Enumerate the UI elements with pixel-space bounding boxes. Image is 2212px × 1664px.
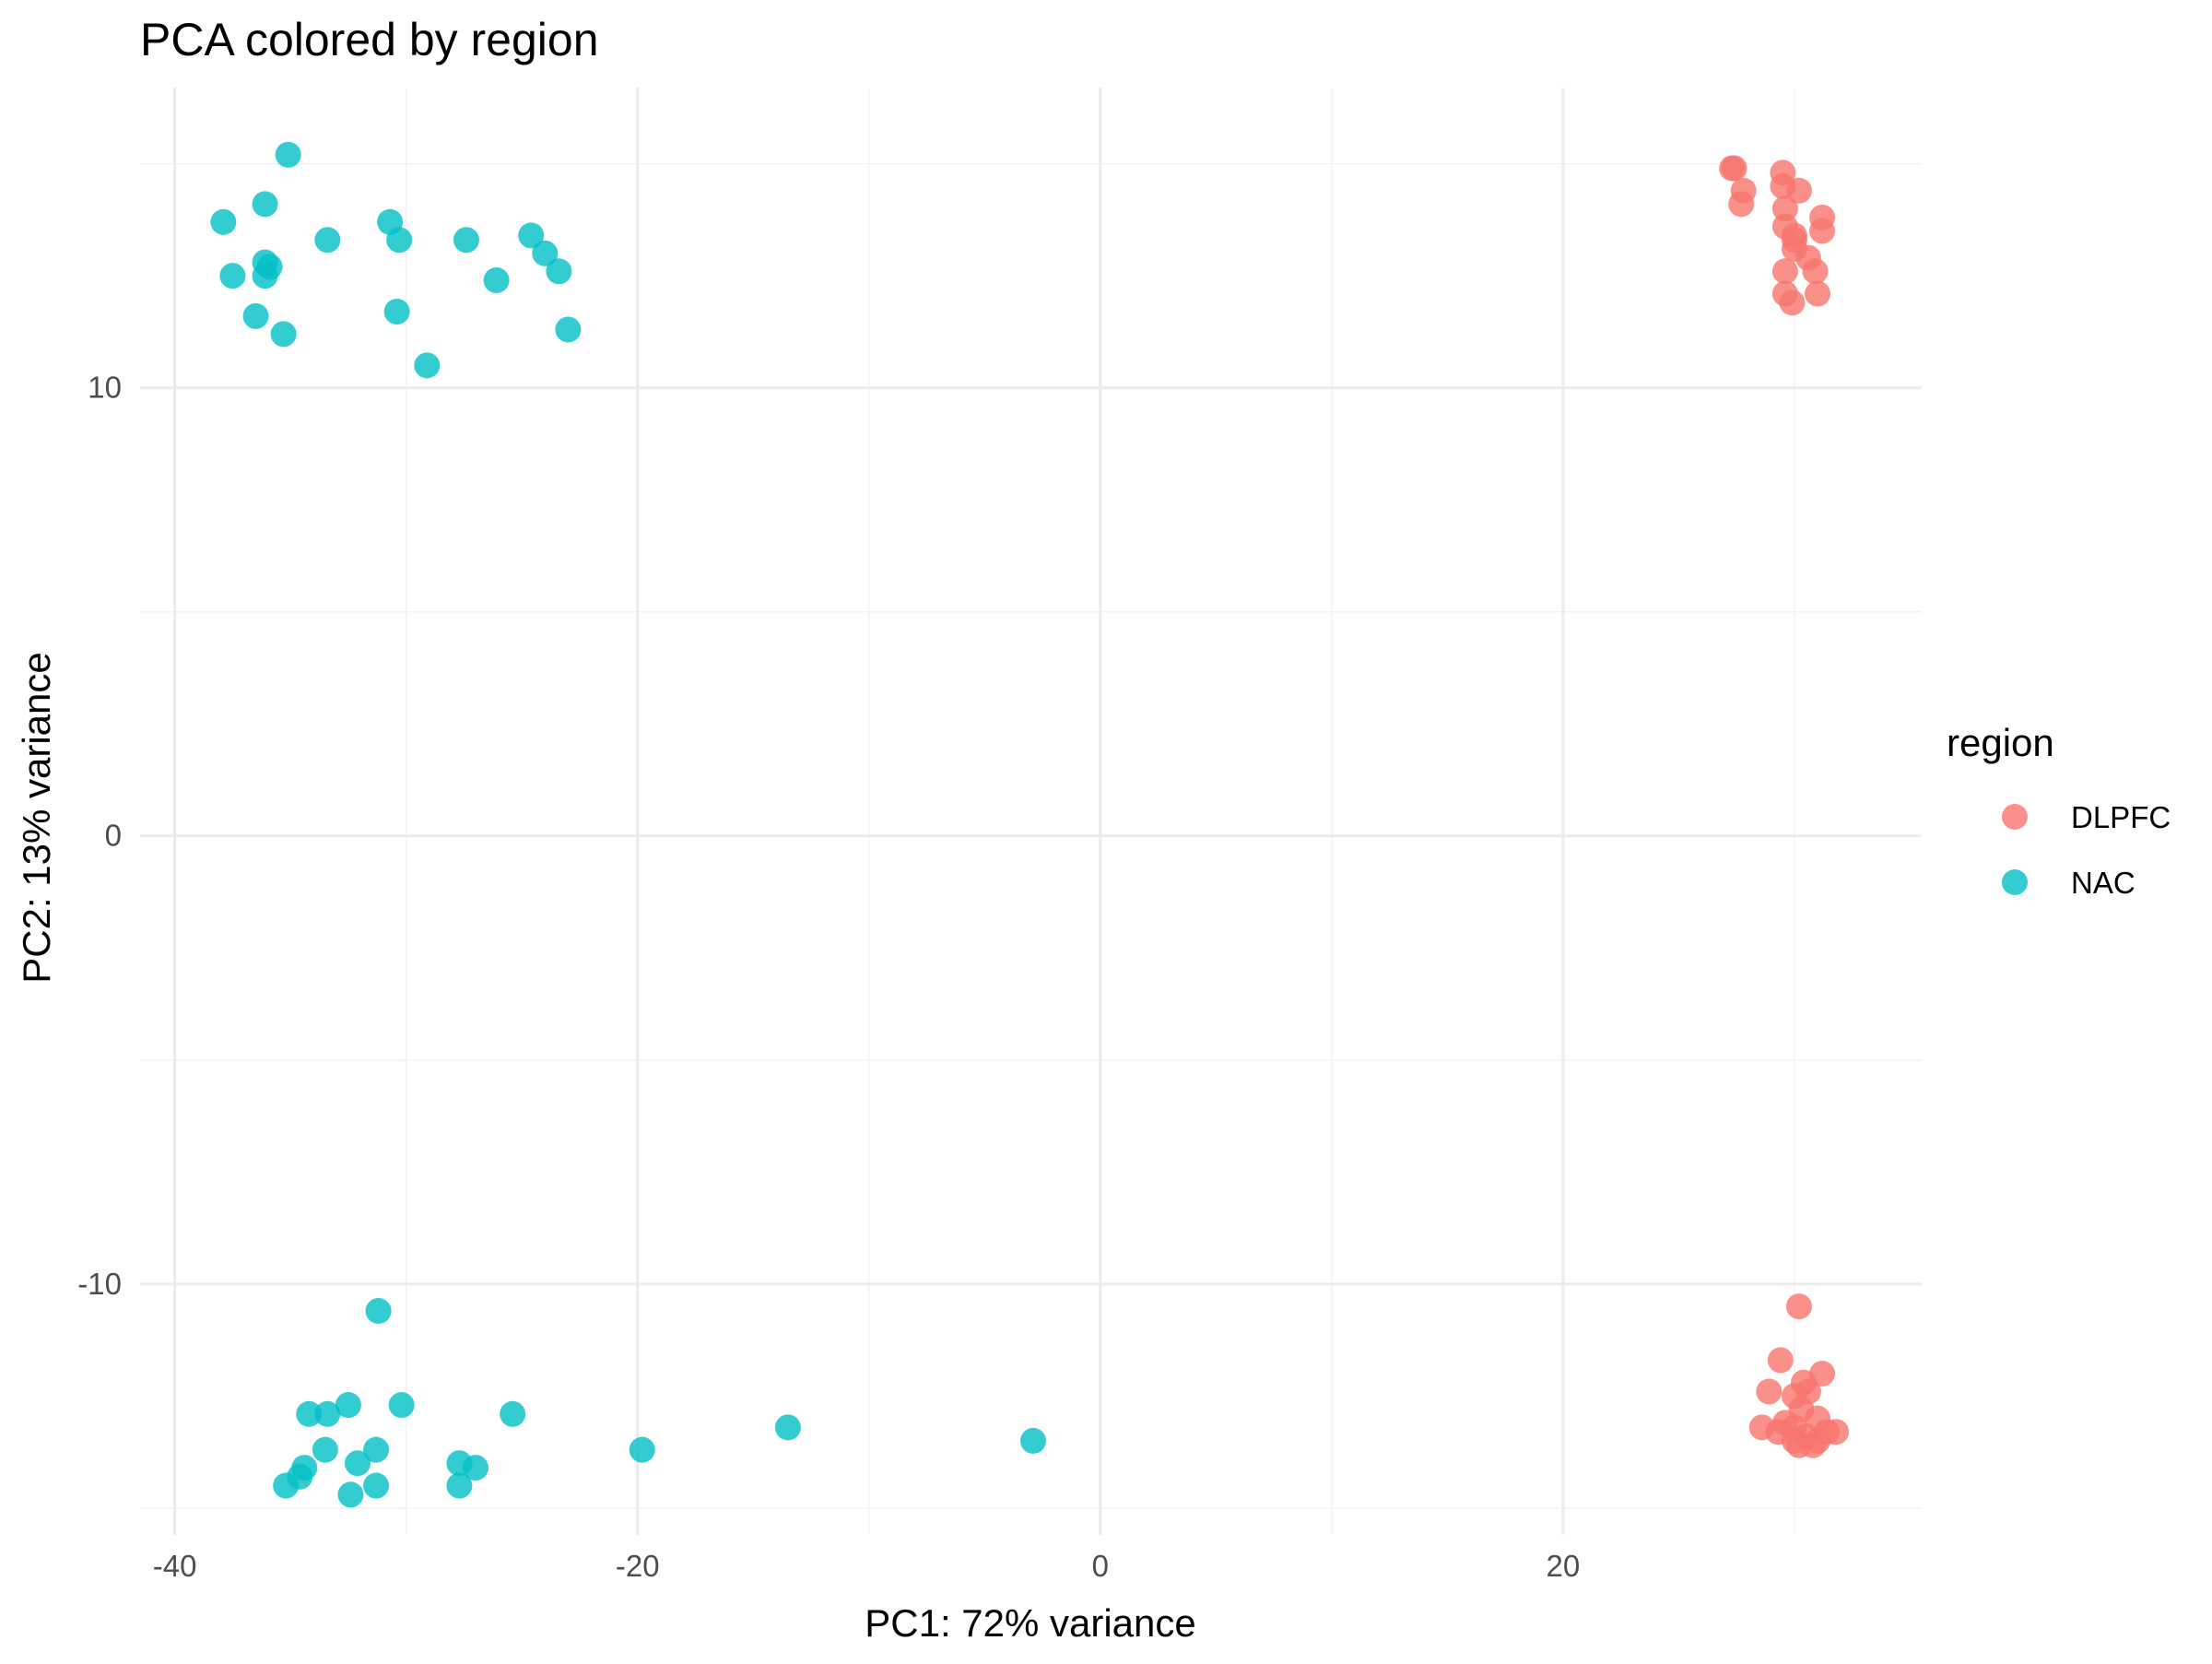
data-point — [314, 227, 341, 254]
data-point — [1721, 155, 1747, 182]
legend-entries: DLPFC NAC — [2002, 800, 2171, 900]
data-point — [312, 1436, 338, 1463]
data-point — [1802, 258, 1829, 285]
data-point — [219, 263, 246, 289]
data-point — [1020, 1427, 1047, 1454]
legend-label: DLPFC — [2071, 800, 2171, 834]
data-point — [532, 240, 559, 266]
data-point — [252, 191, 278, 218]
data-point — [365, 1297, 392, 1324]
data-point — [386, 227, 413, 254]
data-point — [344, 1450, 371, 1477]
data-point — [335, 1392, 361, 1419]
data-point — [388, 1392, 415, 1419]
x-axis-title: PC1: 72% variance — [865, 1601, 1196, 1645]
x-tick-label: 20 — [1547, 1549, 1581, 1583]
data-point — [242, 302, 269, 329]
data-point — [252, 263, 278, 289]
chart-title: PCA colored by region — [140, 14, 599, 65]
x-tick-label: -20 — [616, 1549, 660, 1583]
data-point — [1805, 280, 1831, 307]
legend: region DLPFC NAC — [1947, 721, 2171, 900]
tick-labels: -40 -20 0 20 -10 0 10 — [77, 371, 1580, 1583]
y-tick-label: 10 — [88, 371, 122, 405]
data-point — [1771, 258, 1798, 285]
data-point — [1785, 177, 1812, 204]
data-point — [518, 222, 545, 249]
data-point — [774, 1414, 801, 1441]
data-point — [275, 141, 301, 168]
data-point — [1771, 195, 1798, 222]
grid — [140, 88, 1922, 1535]
data-point — [500, 1400, 526, 1427]
y-tick-label: -10 — [77, 1267, 122, 1301]
y-tick-label: 0 — [105, 819, 122, 853]
data-point — [1785, 1293, 1812, 1320]
data-points — [210, 141, 1850, 1508]
data-point — [446, 1472, 473, 1499]
legend-key — [2002, 869, 2028, 895]
data-point — [363, 1472, 390, 1499]
data-point — [414, 352, 441, 379]
data-point — [210, 208, 237, 235]
x-tick-label: -40 — [153, 1549, 197, 1583]
data-point — [273, 1472, 300, 1499]
data-point — [629, 1436, 655, 1463]
legend-key — [2002, 804, 2028, 830]
data-point — [1809, 218, 1836, 244]
series-dlpfc — [1719, 155, 1850, 1458]
data-point — [296, 1400, 323, 1427]
data-point — [1767, 1347, 1794, 1374]
data-point — [337, 1481, 364, 1508]
data-point — [1728, 191, 1755, 218]
data-point — [1756, 1378, 1783, 1405]
legend-title: region — [1947, 721, 2054, 764]
data-point — [363, 1436, 390, 1463]
data-point — [463, 1455, 489, 1481]
data-point — [483, 267, 510, 294]
data-point — [383, 299, 410, 325]
data-point — [453, 227, 479, 254]
data-point — [546, 258, 572, 285]
data-point — [555, 316, 582, 343]
data-point — [1779, 289, 1806, 316]
data-point — [314, 1400, 341, 1427]
legend-label: NAC — [2071, 866, 2136, 900]
data-point — [270, 321, 297, 348]
data-point — [1800, 1432, 1827, 1458]
series-nac — [210, 141, 1047, 1508]
x-tick-label: 0 — [1092, 1549, 1109, 1583]
y-axis-title: PC2: 13% variance — [15, 652, 58, 984]
